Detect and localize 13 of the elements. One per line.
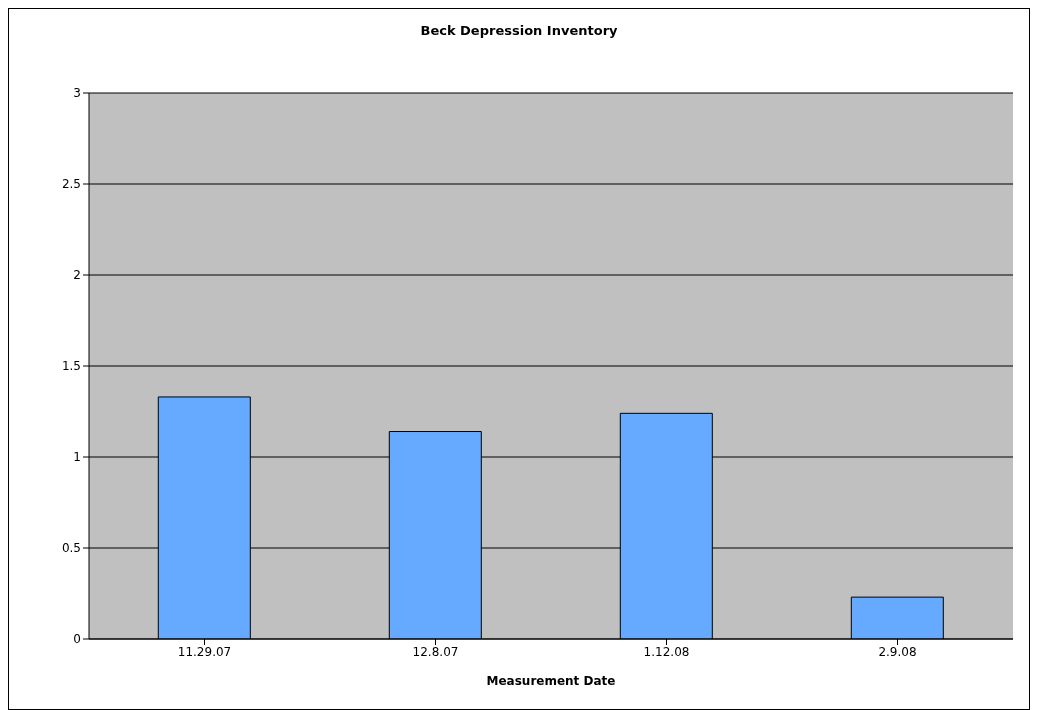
- chart-title: Beck Depression Inventory: [419, 23, 619, 38]
- y-tick-label: 3: [73, 86, 81, 101]
- y-tick-label: 2: [73, 268, 81, 283]
- x-axis-title: Measurement Date: [486, 674, 616, 688]
- y-tick-label: 1.5: [61, 359, 81, 374]
- y-tick-label: 0: [73, 632, 81, 647]
- y-tick-label: 1: [73, 450, 81, 465]
- x-tick-label: 12.8.07: [412, 644, 459, 659]
- x-tick-label: 2.9.08: [878, 644, 917, 659]
- x-tick-label: 11.29.07: [177, 644, 232, 659]
- x-tick-label: 1.12.08: [643, 644, 690, 659]
- y-tick-label: 0.5: [61, 541, 81, 556]
- y-tick-label: 2.5: [61, 177, 81, 192]
